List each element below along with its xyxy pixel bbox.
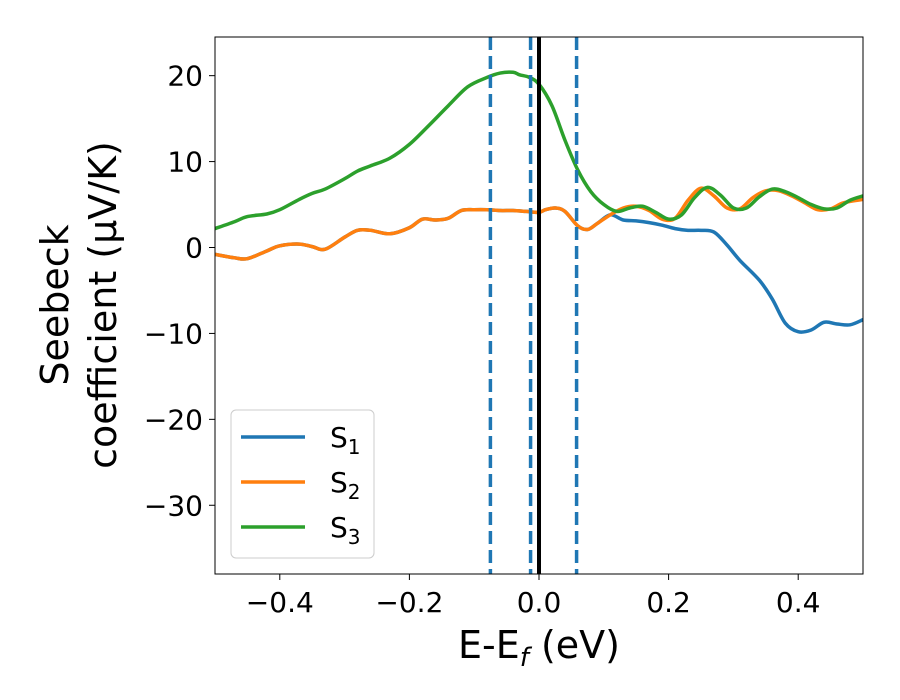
x-axis-ticks: −0.4 −0.2 0.0 0.2 0.4 [246, 574, 821, 619]
vline-layer [488, 37, 579, 574]
y-axis-label-line2: coefficient (μV/K) [81, 141, 125, 469]
series-layer [215, 70, 863, 334]
legend-label-s1: S1 [330, 421, 361, 459]
y-tick-label: 20 [167, 60, 203, 93]
x-tick-label: −0.4 [246, 586, 314, 619]
x-axis-label: E-Ef (eV) [458, 623, 620, 673]
y-tick-label: 0 [185, 232, 203, 265]
x-tick-label: 0.0 [517, 586, 562, 619]
series-line-s3 [215, 70, 863, 231]
x-tick-label: 0.2 [646, 586, 691, 619]
y-tick-label: 10 [167, 146, 203, 179]
x-tick-label: −0.2 [375, 586, 443, 619]
y-axis-label-line1: Seebeck [33, 224, 77, 385]
y-tick-label: −30 [144, 489, 203, 522]
y-axis-ticks: 20 10 0 −10 −20 −30 [144, 60, 215, 522]
y-tick-label: −10 [144, 317, 203, 350]
series-line-s2 [215, 186, 863, 261]
legend: S1 S2 S3 [230, 409, 375, 559]
legend-label-s3: S3 [330, 511, 361, 549]
y-axis-label: Seebeck coefficient (μV/K) [33, 141, 125, 469]
legend-label-s2: S2 [330, 466, 361, 504]
y-tick-label: −20 [144, 403, 203, 436]
x-tick-label: 0.4 [776, 586, 821, 619]
legend-box [230, 409, 375, 559]
